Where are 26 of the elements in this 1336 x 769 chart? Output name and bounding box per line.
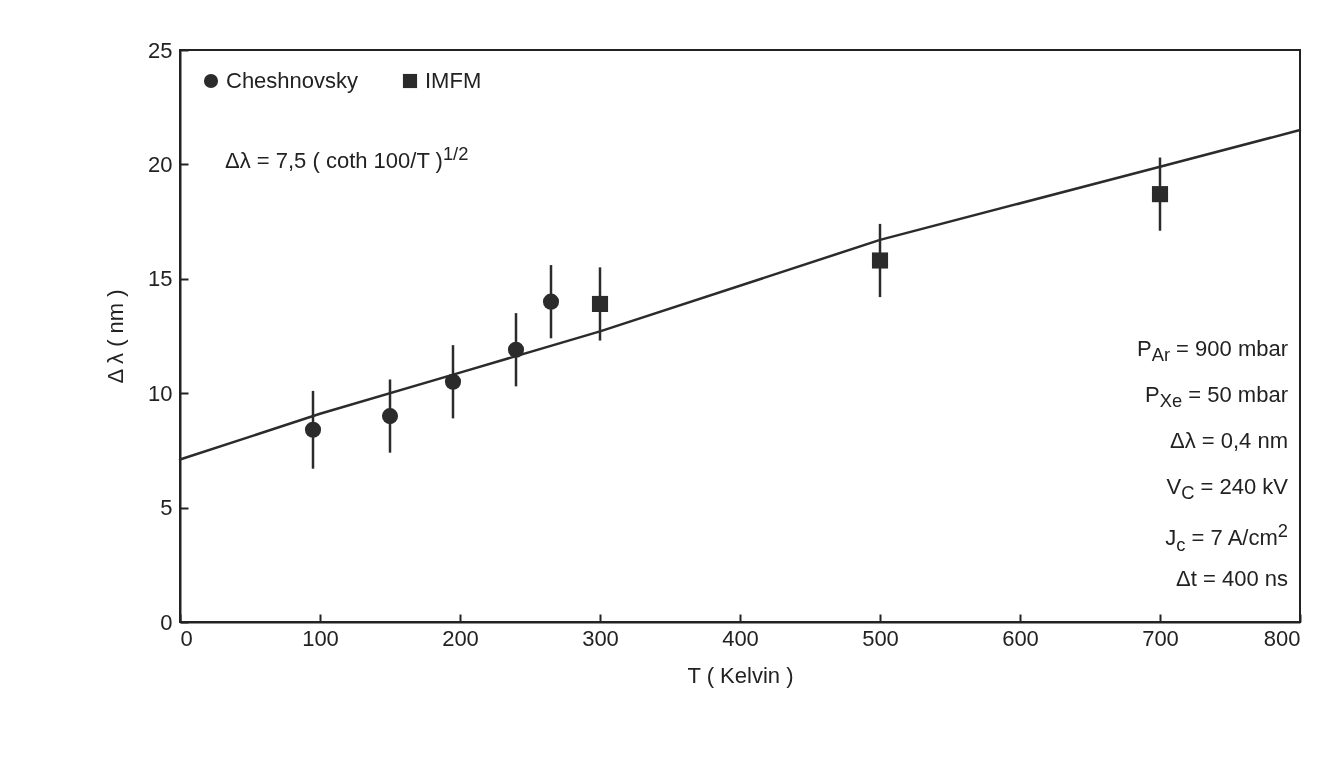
x-axis-title: T ( Kelvin ) bbox=[687, 662, 794, 688]
x-tick-label: 500 bbox=[862, 625, 899, 651]
annotation: P$_{Ar}$ = 900 mbar bbox=[1136, 336, 1288, 366]
annotation: Δλ = 7,5 ( coth 100/T )$^{1/2}$ bbox=[225, 143, 469, 174]
annotation: Δt = 400 ns bbox=[1176, 566, 1288, 591]
x-tick-label: 100 bbox=[302, 625, 339, 651]
x-tick-label: 0 bbox=[180, 625, 193, 651]
y-tick-label: 20 bbox=[148, 151, 173, 177]
annotation: Δλ = 0,4 nm bbox=[1169, 428, 1288, 453]
y-tick-label: 10 bbox=[148, 380, 173, 406]
annotation: J$_{c}$ = 7 A/cm$^{2}$ bbox=[1165, 520, 1288, 555]
y-tick-label: 5 bbox=[160, 495, 173, 521]
x-tick-label: 700 bbox=[1142, 625, 1179, 651]
x-tick-label: 800 bbox=[1263, 625, 1301, 651]
x-tick-label: 400 bbox=[722, 625, 759, 651]
x-tick-label: 300 bbox=[582, 625, 619, 651]
x-tick-label: 200 bbox=[442, 625, 479, 651]
y-tick-label: 0 bbox=[160, 609, 173, 635]
x-tick-label: 600 bbox=[1002, 625, 1039, 651]
legend-label: Cheshnovsky bbox=[226, 68, 359, 93]
annotation: V$_{C}$ = 240 kV bbox=[1166, 474, 1288, 504]
annotation: P$_{Xe}$ = 50 mbar bbox=[1145, 382, 1288, 412]
y-tick-label: 25 bbox=[148, 37, 173, 63]
y-tick-label: 15 bbox=[148, 266, 173, 292]
legend-label: IMFM bbox=[425, 68, 482, 93]
y-axis-title: Δ λ ( nm ) bbox=[103, 289, 129, 384]
